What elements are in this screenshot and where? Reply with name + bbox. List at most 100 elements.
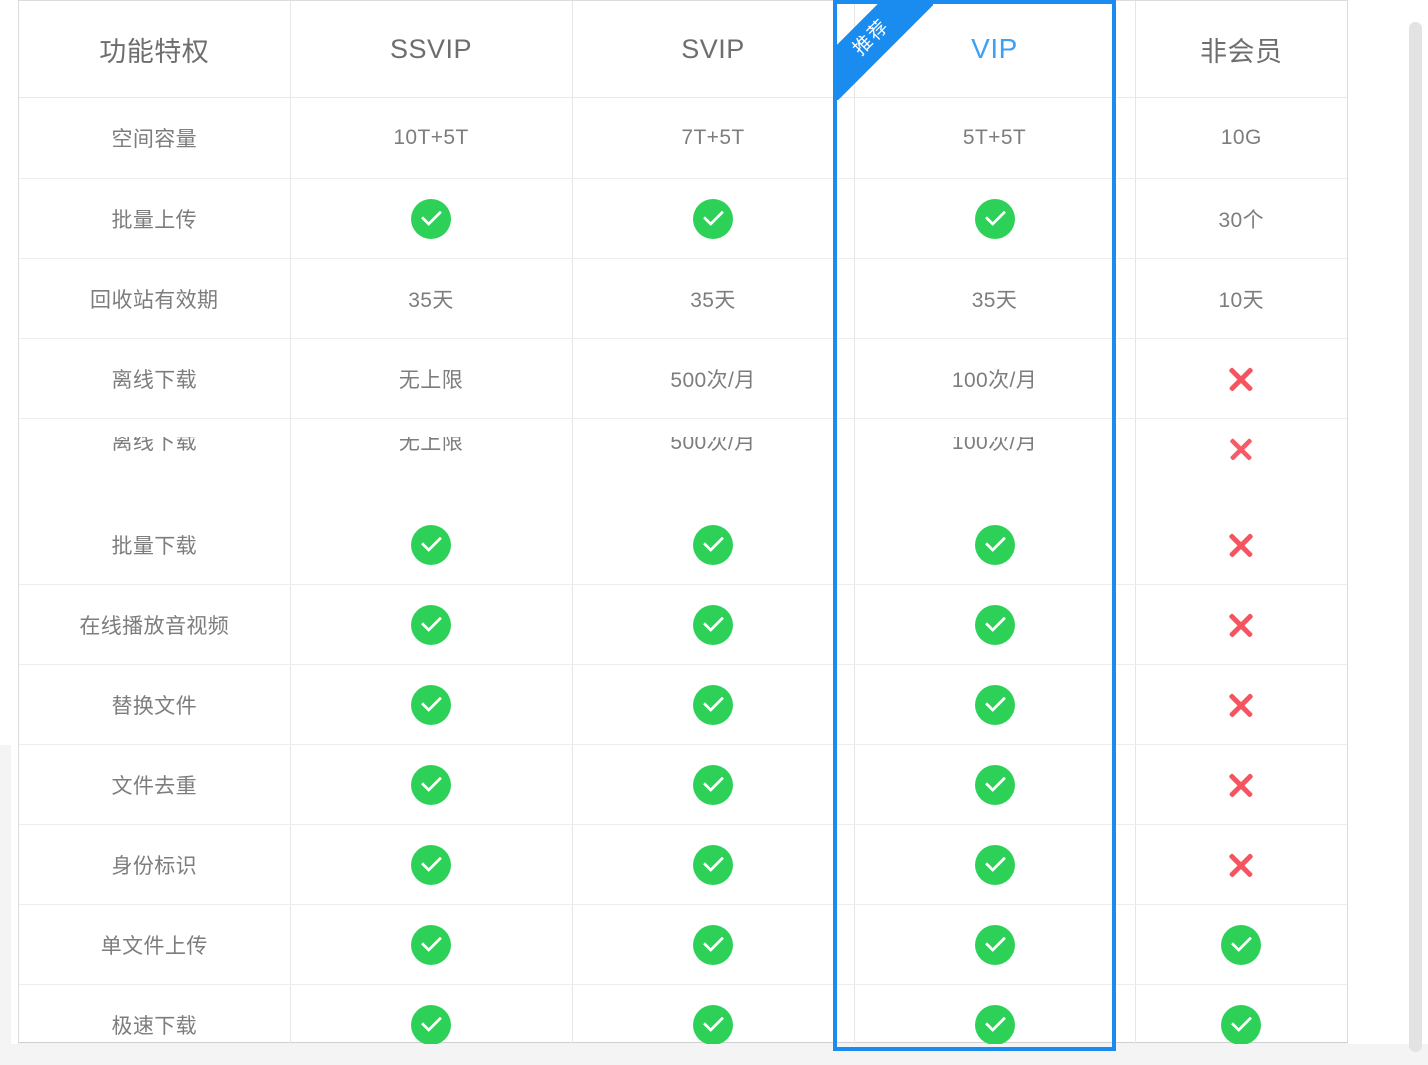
value-cell-vip: 100次/月	[854, 338, 1136, 419]
value-cell-nonmember	[1135, 904, 1347, 985]
value-cell-nonmember	[1135, 338, 1347, 419]
check-circle-icon	[974, 198, 1015, 239]
value-cell-ssvip	[290, 178, 573, 259]
value-cell-ssvip	[290, 904, 573, 985]
value-cell-nonmember	[1135, 584, 1347, 665]
check-circle-icon	[411, 844, 451, 885]
value-cell-svip	[572, 664, 855, 745]
cross-icon	[1224, 528, 1258, 562]
value-cell-svip	[572, 178, 855, 259]
feature-name-cell: 文件去重	[19, 744, 291, 825]
value-cell-nonmember: 10天	[1135, 258, 1347, 339]
table-row: 替换文件	[19, 664, 1347, 745]
value-cell-ssvip	[290, 584, 573, 665]
clipped-text-wrapper: 离线下载	[19, 437, 290, 458]
clipped-text-wrapper: 100次/月	[855, 437, 1135, 458]
value-cell-nonmember	[1135, 664, 1347, 745]
table-row: 离线下载 无上限 500次/月 100次/月	[19, 338, 1347, 419]
table-row: 身份标识	[19, 824, 1347, 905]
value-cell-vip	[854, 904, 1136, 985]
check-circle-icon	[974, 844, 1015, 885]
feature-name-label: 离线下载	[111, 437, 198, 454]
check-circle-icon	[974, 684, 1015, 725]
table-row: 回收站有效期 35天 35天 35天 10天	[19, 258, 1347, 339]
check-circle-icon	[1221, 1004, 1262, 1045]
value-cell-svip	[572, 824, 855, 905]
check-circle-icon	[693, 1004, 733, 1045]
value-cell-svip	[572, 904, 855, 985]
clipped-text-wrapper: 500次/月	[573, 437, 854, 458]
value-cell-svip: 500次/月	[572, 418, 855, 505]
check-circle-icon	[974, 524, 1015, 565]
check-circle-icon	[411, 764, 451, 805]
value-cell-nonmember	[1135, 744, 1347, 825]
value-cell-svip: 35天	[572, 258, 855, 339]
value-cell-svip: 7T+5T	[572, 97, 855, 179]
membership-comparison-table: 功能特权 SSVIP SVIP VIP 非会员 空间容量 10T+5T 7T+5T 5…	[19, 1, 1347, 1065]
value-cell-ssvip	[290, 744, 573, 825]
table-row: 离线下载 无上限 500次/月 100次/月	[19, 418, 1347, 506]
cross-icon	[1226, 434, 1257, 465]
value-cell-vip	[854, 744, 1136, 825]
table-row: 批量下载	[19, 505, 1347, 585]
check-circle-icon	[693, 844, 733, 885]
value-cell-svip: 500次/月	[572, 338, 855, 419]
column-header-ssvip[interactable]: SSVIP	[290, 1, 573, 98]
check-circle-icon	[693, 924, 733, 965]
value-cell-nonmember	[1135, 505, 1347, 585]
value-cell-vip: 100次/月	[854, 418, 1136, 505]
check-circle-icon	[974, 1004, 1015, 1045]
check-circle-icon	[693, 684, 733, 725]
value-cell-vip: 5T+5T	[854, 97, 1136, 179]
cross-icon	[1224, 688, 1258, 722]
value-cell-ssvip: 无上限	[290, 418, 573, 505]
feature-name-cell: 回收站有效期	[19, 258, 291, 339]
value-cell-vip	[854, 824, 1136, 905]
value-cell-svip	[572, 505, 855, 585]
vertical-scrollbar-thumb[interactable]	[1409, 22, 1422, 1052]
value-cell-nonmember: 10G	[1135, 97, 1347, 179]
check-circle-icon	[1221, 924, 1262, 965]
check-circle-icon	[693, 198, 733, 239]
check-circle-icon	[974, 604, 1015, 645]
left-edge-notch	[0, 745, 11, 1045]
feature-name-cell: 替换文件	[19, 664, 291, 745]
feature-name-cell: 离线下载	[19, 418, 291, 505]
check-circle-icon	[693, 764, 733, 805]
check-circle-icon	[411, 1004, 451, 1045]
vertical-scrollbar-track[interactable]	[1409, 22, 1422, 1052]
value-cell-vip	[854, 505, 1136, 585]
column-header-nonmember[interactable]: 非会员	[1135, 1, 1347, 98]
feature-name-cell: 单文件上传	[19, 904, 291, 985]
recommended-ribbon: 推荐	[833, 0, 933, 100]
value-cell-vip	[854, 664, 1136, 745]
feature-name-cell: 在线播放音视频	[19, 584, 291, 665]
check-circle-icon	[411, 604, 451, 645]
table-row: 单文件上传	[19, 904, 1347, 985]
table-header: 功能特权 SSVIP SVIP VIP 非会员	[19, 1, 1347, 98]
feature-name-cell: 批量下载	[19, 505, 291, 585]
value-cell-ssvip	[290, 664, 573, 745]
value-cell-ssvip: 35天	[290, 258, 573, 339]
value-cell-nonmember: 30个	[1135, 178, 1347, 259]
feature-name-cell: 空间容量	[19, 97, 291, 179]
recommended-ribbon-label: 推荐	[833, 0, 933, 100]
table-row: 文件去重	[19, 744, 1347, 825]
check-circle-icon	[411, 684, 451, 725]
value-cell-ssvip	[290, 505, 573, 585]
check-circle-icon	[411, 524, 451, 565]
table-row: 空间容量 10T+5T 7T+5T 5T+5T 10G	[19, 97, 1347, 179]
page-bottom-strip	[0, 1044, 1428, 1065]
check-circle-icon	[974, 924, 1015, 965]
column-header-svip[interactable]: SVIP	[572, 1, 855, 98]
value-cell-ssvip: 10T+5T	[290, 97, 573, 179]
cross-icon	[1224, 608, 1258, 642]
cross-icon	[1224, 768, 1258, 802]
check-circle-icon	[974, 764, 1015, 805]
value-cell-nonmember	[1135, 419, 1347, 506]
value-label: 500次/月	[670, 437, 756, 454]
value-label: 100次/月	[951, 437, 1038, 454]
column-header-feature: 功能特权	[19, 1, 291, 98]
check-circle-icon	[411, 198, 451, 239]
